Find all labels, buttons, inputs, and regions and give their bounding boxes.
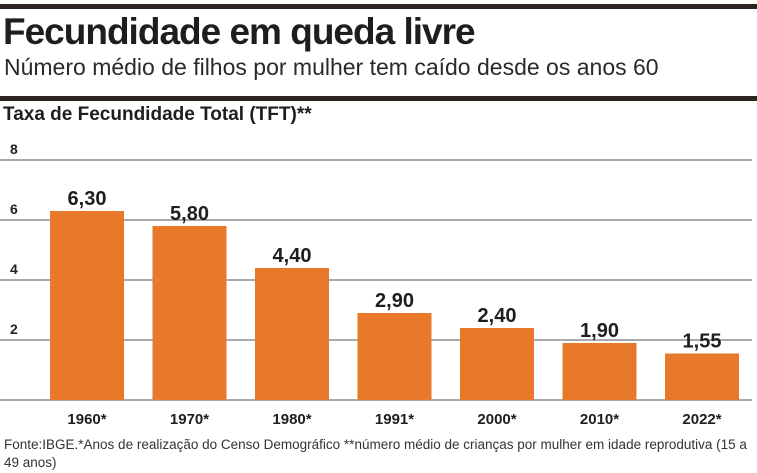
bar	[357, 313, 432, 400]
x-tick-label: 1980*	[272, 411, 311, 428]
bar-chart: 2 4 6 8 6,30 1960* 5,80 1970* 4,40 1980* 2,90 1991*…	[0, 141, 752, 428]
y-tick-label: 4	[10, 261, 18, 277]
x-tick-label: 1991*	[375, 411, 414, 428]
label-layer: 2 4 6 8 6,30 1960* 5,80 1970* 4,40 1980* 2,90 1991*…	[10, 141, 722, 428]
section-rule	[0, 96, 757, 101]
x-tick-label: 1960*	[67, 411, 106, 428]
bar	[50, 211, 124, 400]
bar	[152, 226, 227, 400]
x-tick-label: 2010*	[580, 411, 619, 428]
x-tick-label: 2022*	[682, 411, 721, 428]
y-tick-label: 8	[10, 141, 18, 157]
data-label: 4,40	[273, 245, 312, 267]
data-label: 5,80	[170, 203, 209, 225]
data-label: 1,55	[683, 331, 722, 353]
x-tick-label: 2000*	[477, 411, 516, 428]
y-tick-label: 6	[10, 201, 18, 217]
bar	[665, 353, 739, 400]
bar	[562, 343, 637, 400]
page-title: Fecundidade em queda livre	[3, 11, 476, 52]
x-tick-label: 1970*	[170, 411, 209, 428]
page-subtitle: Número médio de filhos por mulher tem ca…	[4, 54, 659, 80]
data-label: 1,90	[580, 320, 619, 342]
source-note: Fonte:IBGE.*Anos de realização do Censo …	[4, 437, 747, 470]
data-label: 6,30	[68, 188, 107, 210]
top-rule	[0, 4, 757, 9]
bar	[255, 268, 329, 400]
data-label: 2,90	[375, 290, 414, 312]
chart-title: Taxa de Fecundidade Total (TFT)**	[3, 104, 312, 125]
bar	[460, 328, 534, 400]
bar-layer	[50, 211, 739, 400]
y-tick-label: 2	[10, 321, 18, 337]
data-label: 2,40	[478, 305, 517, 327]
